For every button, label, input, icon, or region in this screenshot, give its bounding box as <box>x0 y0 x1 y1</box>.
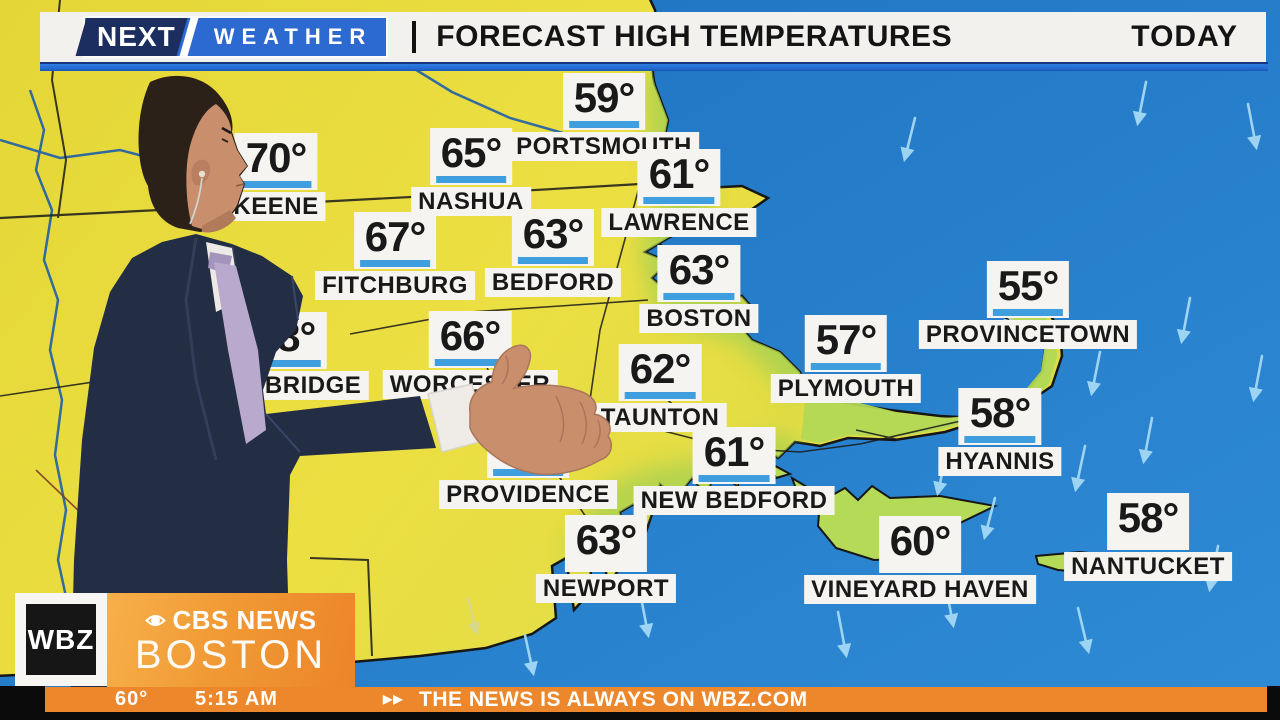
cbs-eye-icon <box>145 614 167 626</box>
wbz-logo: WBZ <box>26 604 96 675</box>
ticker-message: THE NEWS IS ALWAYS ON WBZ.COM <box>419 688 808 711</box>
label-taunton: 62° TAUNTON <box>593 344 727 432</box>
label-bedford: 63° BEDFORD <box>484 209 622 297</box>
city-name: PROVIDENCE <box>439 480 617 509</box>
temp-value: 63° <box>657 245 741 302</box>
label-nantucket: 58° NANTUCKET <box>1064 493 1232 581</box>
header-separator <box>412 21 417 53</box>
header-bar: NEXT WEATHER FORECAST HIGH TEMPERATURES … <box>40 12 1266 62</box>
page-title: FORECAST HIGH TEMPERATURES <box>436 20 953 53</box>
wbz-logo-frame: WBZ <box>15 593 107 686</box>
temp-value: 67° <box>353 212 437 269</box>
temp-value: 59° <box>562 73 646 130</box>
next-weather-logo: NEXT WEATHER <box>75 18 387 56</box>
label-worcester: 66° WORCESTER <box>382 311 558 399</box>
temp-value: 61° <box>637 149 721 206</box>
temp-value: 63° <box>564 515 648 572</box>
ticker-bar: 60° 5:15 AM ▶▶ THE NEWS IS ALWAYS ON WBZ… <box>45 687 1267 712</box>
city-name: FITCHBURG <box>315 271 475 300</box>
city-name: PLYMOUTH <box>770 374 922 403</box>
temp-value: 65° <box>429 128 513 185</box>
label-keene: 70° KEENE <box>226 133 326 221</box>
city-name: BEDFORD <box>484 268 622 297</box>
temp-value: 58° <box>1106 493 1190 550</box>
brand-weather: WEATHER <box>213 24 373 49</box>
header-underline <box>40 62 1268 71</box>
city-name: BOSTON <box>639 304 759 333</box>
label-new-bedford: 61° NEW BEDFORD <box>633 427 835 515</box>
cape-cod <box>801 308 1057 443</box>
label-plymouth: 57° PLYMOUTH <box>770 315 922 403</box>
city-name: NASHUA <box>411 187 531 216</box>
current-temp: 60° <box>115 688 149 710</box>
temp-value: 55° <box>986 261 1070 318</box>
label-fitchburg: 67° FITCHBURG <box>315 212 475 300</box>
temp-value: 60° <box>878 516 962 573</box>
label-boston: 63° BOSTON <box>639 245 759 333</box>
temp-value: 57° <box>804 315 888 372</box>
ticker-arrows-icon: ▶▶ <box>383 692 404 706</box>
temp-value: 68° <box>243 312 327 369</box>
city-name: CAMBRIDGE <box>201 371 369 400</box>
next-logo-left: NEXT <box>75 18 188 56</box>
city-name: NEW BEDFORD <box>633 486 835 515</box>
city-name: PROVINCETOWN <box>918 320 1138 349</box>
cbs-news-boston-bug: CBS NEWS BOSTON <box>107 593 355 687</box>
market-name: BOSTON <box>134 633 328 677</box>
label-provincetown: 55° PROVINCETOWN <box>918 261 1138 349</box>
label-newport: 63° NEWPORT <box>535 515 677 603</box>
city-name: VINEYARD HAVEN <box>804 575 1036 604</box>
label-lawrence: 61° LAWRENCE <box>601 149 757 237</box>
label-providence: 64° PROVIDENCE <box>439 421 617 509</box>
brand-next: NEXT <box>97 21 176 52</box>
city-name: HYANNIS <box>938 447 1062 476</box>
city-name: NANTUCKET <box>1064 552 1232 581</box>
city-name: LAWRENCE <box>601 208 757 237</box>
bottom-corner-right <box>1267 686 1280 720</box>
label-vineyard-haven: 60° VINEYARD HAVEN <box>804 516 1036 604</box>
temp-value: 64° <box>486 421 570 478</box>
city-name: TAUNTON <box>593 403 727 432</box>
label-nashua: 65° NASHUA <box>411 128 531 216</box>
header-day: TODAY <box>1131 20 1238 53</box>
label-portsmouth: 59° PORTSMOUTH <box>509 73 699 161</box>
temp-value: 62° <box>618 344 702 401</box>
bottom-letterbox <box>0 712 1280 720</box>
city-name: KEENE <box>226 192 326 221</box>
label-hyannis: 58° HYANNIS <box>938 388 1062 476</box>
city-name: WORCESTER <box>382 370 558 399</box>
temp-value: 58° <box>958 388 1042 445</box>
current-time: 5:15 AM <box>195 688 278 710</box>
label-cambridge: 68° CAMBRIDGE <box>201 312 369 400</box>
network-name: CBS NEWS <box>172 605 317 635</box>
temp-value: 61° <box>692 427 776 484</box>
city-name: NEWPORT <box>535 574 677 603</box>
temp-value: 63° <box>511 209 595 266</box>
temp-value: 66° <box>428 311 512 368</box>
temp-value: 70° <box>234 133 318 190</box>
